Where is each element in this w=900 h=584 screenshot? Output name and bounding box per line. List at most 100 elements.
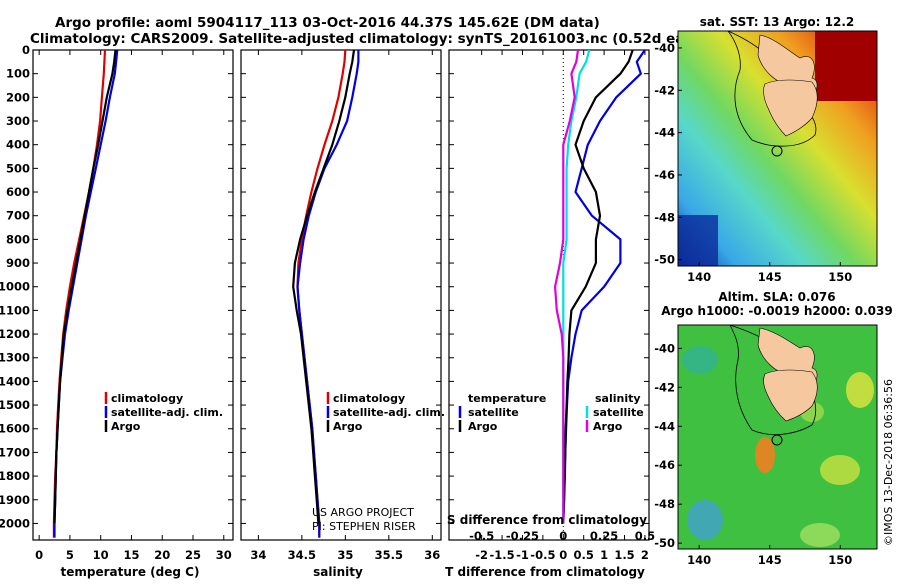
sla-argo-marker <box>771 434 783 446</box>
lat-tick-label: -46 <box>654 168 675 182</box>
temperature-axis-label: temperature (deg C) <box>61 565 200 579</box>
s-difference-axis-label: S difference from climatology <box>447 513 647 527</box>
depth-tick-label: 1000 <box>0 280 30 294</box>
x-tick-label: 30 <box>216 548 232 562</box>
lat-tick-label: -42 <box>654 83 675 97</box>
sla-map-title-1: Altim. SLA: 0.076 <box>718 290 835 304</box>
salinity-profile-plot: 34 34.5 35 35.5 36 <box>250 49 440 562</box>
lat-tick-label: -40 <box>654 341 675 355</box>
timestamp: ©IMOS 13-Dec-2018 06:36:56 <box>882 379 895 546</box>
credit-line-2: PI: STEPHEN RISER <box>312 520 416 533</box>
s-diff-tick-label: -0.25 <box>506 529 539 543</box>
sla-anomaly-6 <box>800 523 840 547</box>
sla-map-axes: -40 -42 -44 -46 -48 -50 140 145 150 <box>654 341 852 567</box>
x-tick-label: 15 <box>123 548 139 562</box>
lat-tick-label: -50 <box>654 253 675 267</box>
sla-anomaly-4 <box>846 372 874 408</box>
series-line-satellite-adj-clim- <box>296 50 360 538</box>
s-diff-tick-label: 0.5 <box>635 529 655 543</box>
x-tick-label: 0.5 <box>574 548 594 562</box>
lat-tick-label: -48 <box>654 497 675 511</box>
legend2-satellite-label: satellite-adj. clim. <box>333 406 445 419</box>
x-tick-label: 10 <box>93 548 109 562</box>
legend3-salinity-heading: salinity <box>595 392 641 405</box>
sla-tasmania <box>763 369 818 422</box>
sst-argo-marker <box>771 145 783 157</box>
series-line-argo <box>292 49 356 524</box>
depth-tick-label: 2000 <box>0 516 30 530</box>
x-tick-label: 34.5 <box>288 548 316 562</box>
legend3-sal-argo-label: Argo <box>593 420 623 433</box>
lat-tick-label: -50 <box>654 536 675 550</box>
x-tick-label: 20 <box>154 548 170 562</box>
depth-tick-label: 800 <box>6 232 30 246</box>
depth-tick-label: 1300 <box>0 351 30 365</box>
sst-warm-patch <box>815 31 877 101</box>
depth-tick-label: 0 <box>22 43 30 57</box>
sst-cold-patch <box>678 215 718 266</box>
lon-tick-label: 140 <box>687 553 711 567</box>
x-tick-label: 35.5 <box>375 548 403 562</box>
sla-anomaly-1 <box>682 346 718 374</box>
sst-map-title: sat. SST: 13 Argo: 12.2 <box>700 15 854 29</box>
x-tick-label: 0 <box>35 548 43 562</box>
sst-map-axes: -40 -42 -44 -46 -48 -50 140 145 150 <box>654 41 852 284</box>
x-tick-label: -0.5 <box>530 548 555 562</box>
legend-satellite-label: satellite-adj. clim. <box>111 406 223 419</box>
lon-tick-label: 145 <box>758 553 782 567</box>
salinity-legend: climatology satellite-adj. clim. Argo <box>326 392 445 433</box>
legend2-argo-label: Argo <box>333 420 363 433</box>
legend3-temperature-heading: temperature <box>468 392 546 405</box>
legend2-climatology-label: climatology <box>333 392 405 405</box>
depth-tick-label: 700 <box>6 209 30 223</box>
series-line-satellite-adj-clim- <box>53 49 119 538</box>
depth-axis: 0 100 200 300 400 500 600 700 800 900 1000 1100 1200… <box>0 43 649 530</box>
difference-legend: temperature satellite Argo salinity sate… <box>458 392 644 433</box>
sla-anomaly-3 <box>755 437 775 473</box>
depth-tick-label: 400 <box>6 138 30 152</box>
sla-map-frame <box>677 324 878 550</box>
depth-tick-label: 1500 <box>0 398 30 412</box>
legend3-temp-satellite-label: satellite <box>468 406 519 419</box>
x-tick-label: -1 <box>516 548 529 562</box>
lon-tick-label: 150 <box>828 270 852 284</box>
t-difference-axis-label: T difference from climatology <box>445 565 645 579</box>
legend3-sal-satellite-label: satellite <box>593 406 644 419</box>
depth-tick-label: 1400 <box>0 374 30 388</box>
x-tick-label: 1 <box>600 548 608 562</box>
series-line-salinity-argo <box>554 49 580 524</box>
temperature-legend: climatology satellite-adj. clim. Argo <box>104 392 223 433</box>
x-tick-label: 1.5 <box>614 548 634 562</box>
salinity-panel <box>240 49 442 541</box>
x-tick-label: -2 <box>475 548 488 562</box>
x-tick-label: 36 <box>424 548 440 562</box>
depth-tick-label: 500 <box>6 161 30 175</box>
depth-tick-label: 1900 <box>0 493 30 507</box>
s-diff-tick-label: -0.5 <box>469 529 494 543</box>
sla-anomaly-5 <box>820 455 860 485</box>
sst-map <box>678 31 877 266</box>
lat-tick-label: -46 <box>654 458 675 472</box>
x-tick-label: 35 <box>337 548 353 562</box>
s-diff-tick-label: 0 <box>559 529 567 543</box>
temperature-panel <box>32 49 234 541</box>
depth-tick-label: 1800 <box>0 469 30 483</box>
depth-tick-label: 200 <box>6 90 30 104</box>
difference-panel <box>448 49 650 541</box>
lat-tick-label: -40 <box>654 41 675 55</box>
depth-tick-label: 1100 <box>0 303 30 317</box>
s-diff-tick-label: 0.25 <box>590 529 618 543</box>
lon-tick-label: 140 <box>687 270 711 284</box>
lat-tick-label: -48 <box>654 210 675 224</box>
sst-map-frame <box>677 30 878 267</box>
x-tick-label: -1.5 <box>489 548 514 562</box>
sst-tasmania <box>763 79 818 137</box>
temperature-profile-plot: 0 5 10 15 20 25 30 <box>35 49 232 562</box>
depth-tick-label: 1600 <box>0 422 30 436</box>
x-tick-label: 25 <box>185 548 201 562</box>
x-tick-label: 0 <box>559 548 567 562</box>
legend-climatology-label: climatology <box>111 392 183 405</box>
lon-tick-label: 150 <box>828 553 852 567</box>
x-tick-label: 5 <box>66 548 74 562</box>
